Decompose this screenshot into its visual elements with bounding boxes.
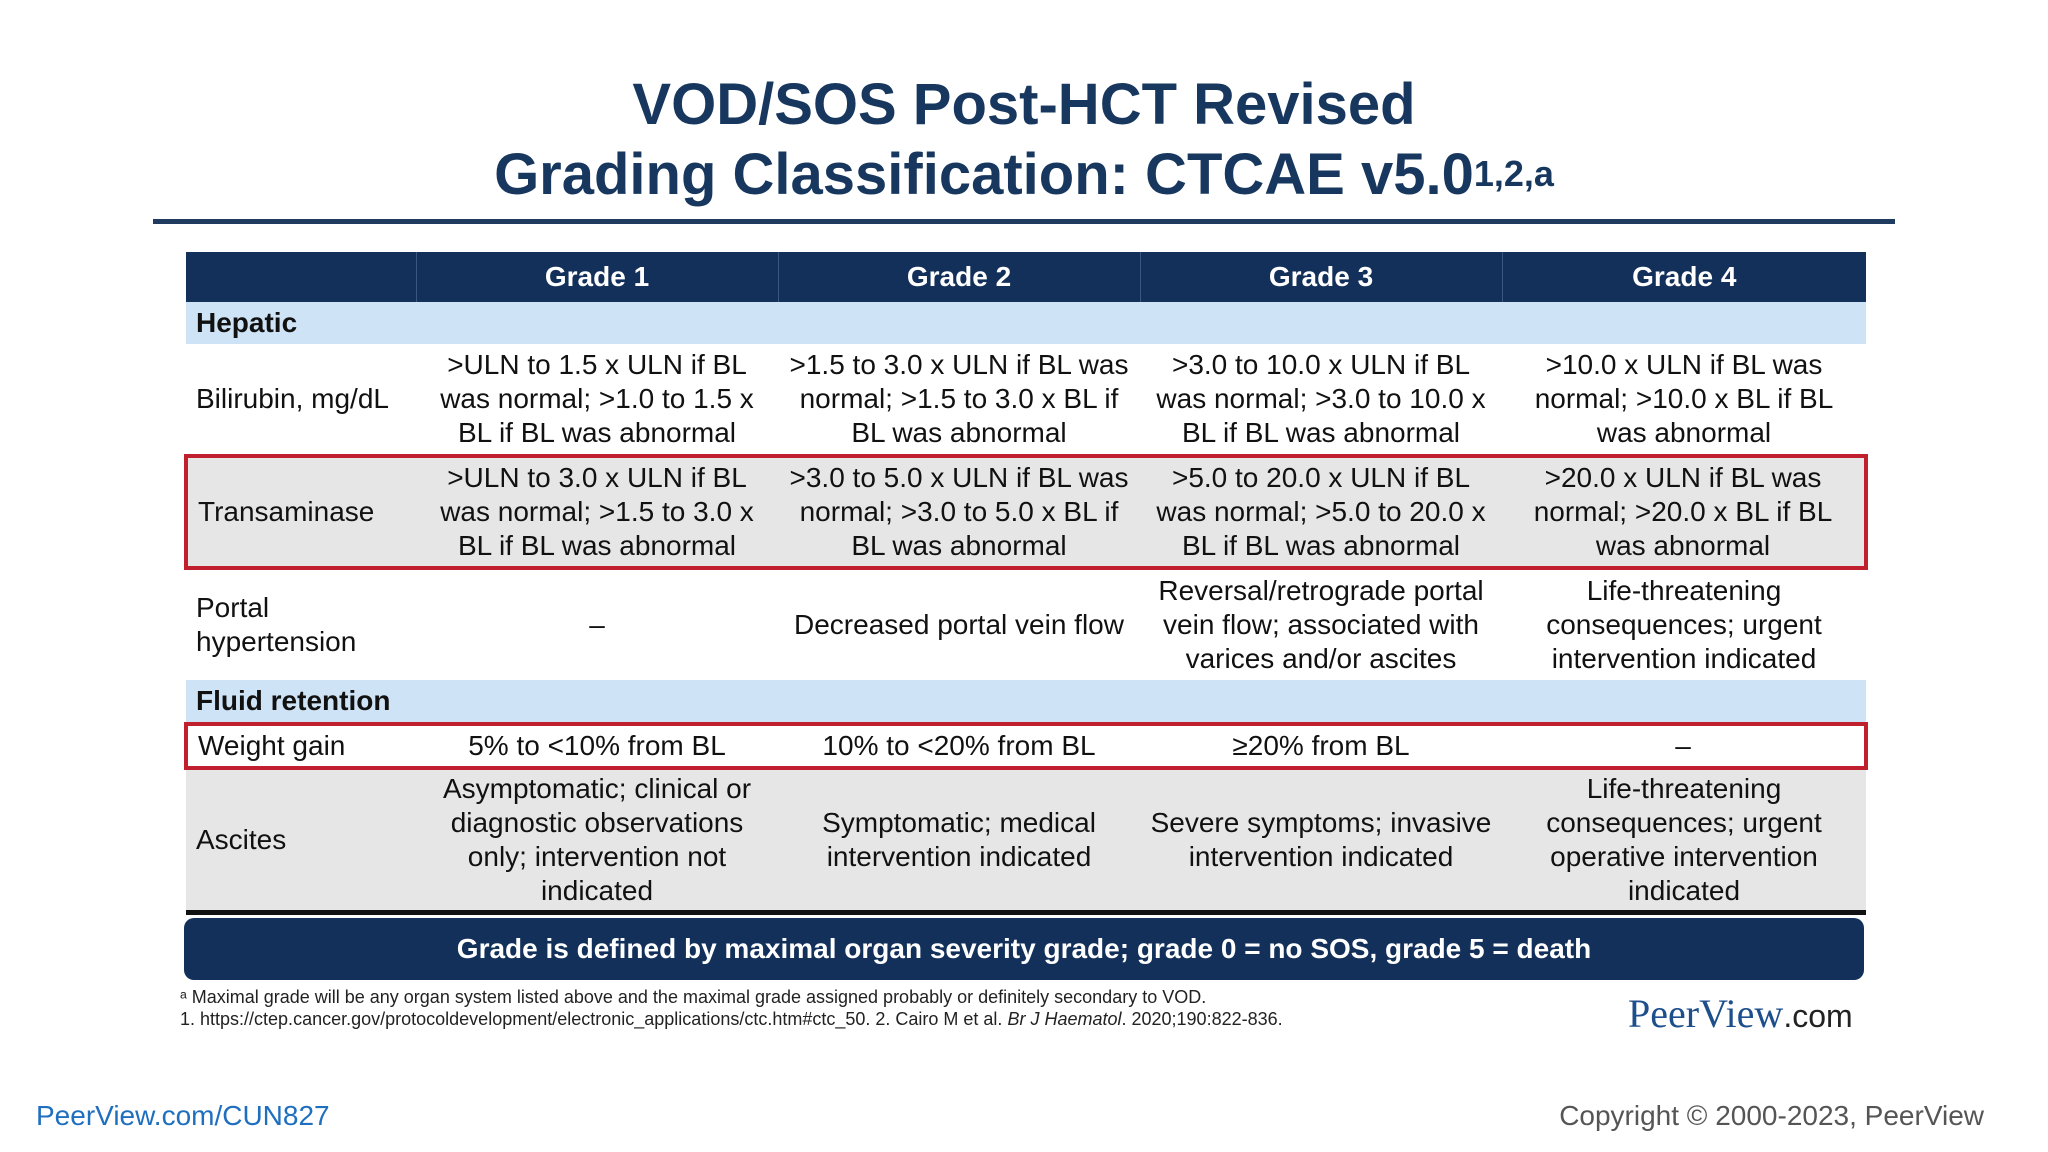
table-cell: >10.0 x ULN if BL was normal; >10.0 x BL… — [1534, 349, 1834, 448]
footer-link[interactable]: PeerView.com/CUN827 — [36, 1100, 330, 1131]
section-fluid-retention: Fluid retention — [186, 680, 1866, 724]
section-hepatic: Hepatic — [186, 302, 1866, 344]
table-cell: >3.0 to 10.0 x ULN if BL was normal; >3.… — [1156, 349, 1486, 448]
footnote-a: ᵃ Maximal grade will be any organ system… — [180, 987, 1207, 1007]
table-cell: Asymptomatic; clinical or diagnostic obs… — [416, 768, 778, 915]
reference-text: 1. https://ctep.cancer.gov/protocoldevel… — [180, 1009, 1008, 1029]
title-line-2: Grading Classification: CTCAE v5.01,2,a — [0, 140, 2048, 217]
table-cell: ≥20% from BL — [1140, 722, 1502, 770]
table-row-bilirubin: Bilirubin, mg/dL >ULN to 1.5 x ULN if BL… — [186, 344, 1866, 456]
table-cell: – — [1502, 722, 1868, 770]
title-line-1: VOD/SOS Post-HCT Revised — [632, 72, 1416, 137]
header-grade-4: Grade 4 — [1501, 252, 1866, 302]
footnote-references: 1. https://ctep.cancer.gov/protocoldevel… — [180, 1008, 1580, 1030]
table-cell: Reversal/retrograde portal vein flow; as… — [1158, 575, 1484, 674]
row-label: Bilirubin, mg/dL — [196, 383, 389, 414]
row-label: Transaminase — [184, 454, 416, 570]
title-superscript: 1,2,a — [1473, 153, 1554, 194]
reference-journal: Br J Haematol — [1007, 1009, 1122, 1029]
table-row-portal-hypertension: Portal hypertension – Decreased portal v… — [186, 568, 1866, 680]
header-cell-label — [186, 252, 416, 302]
footer-copyright: Copyright © 2000-2023, PeerView — [1559, 1100, 1984, 1131]
table-cell: Symptomatic; medical intervention indica… — [778, 768, 1140, 915]
table-header-row: Grade 1 Grade 2 Grade 3 Grade 4 — [186, 252, 1866, 302]
logo-name: PeerView — [1628, 991, 1784, 1036]
table-cell: >20.0 x ULN if BL was normal; >20.0 x BL… — [1502, 454, 1868, 570]
table-cell: >3.0 to 5.0 x ULN if BL was normal; >3.0… — [778, 454, 1140, 570]
table-cell: Life-threatening consequences; urgent in… — [1546, 575, 1822, 674]
table-cell: >5.0 to 20.0 x ULN if BL was normal; >5.… — [1140, 454, 1502, 570]
header-grade-2: Grade 2 — [777, 252, 1140, 302]
header-grade-3: Grade 3 — [1139, 252, 1502, 302]
table-cell: 10% to <20% from BL — [778, 722, 1140, 770]
table-row-transaminase: Transaminase >ULN to 3.0 x ULN if BL was… — [184, 454, 1868, 570]
table-cell: >1.5 to 3.0 x ULN if BL was normal; >1.5… — [789, 349, 1129, 448]
header-grade-1: Grade 1 — [415, 252, 778, 302]
section-label: Fluid retention — [186, 680, 1866, 724]
row-label: Portal hypertension — [196, 592, 357, 657]
table-row-weight-gain: Weight gain 5% to <10% from BL 10% to <2… — [184, 722, 1868, 770]
title-divider — [153, 219, 1895, 224]
footnotes: ᵃ Maximal grade will be any organ system… — [180, 986, 1580, 1030]
peerview-logo: PeerView.com — [1628, 990, 1853, 1037]
logo-suffix: .com — [1783, 998, 1853, 1034]
table-cell: Severe symptoms; invasive intervention i… — [1140, 768, 1502, 915]
table-cell: Decreased portal vein flow — [794, 609, 1124, 640]
table-cell: Life-threatening consequences; urgent op… — [1502, 768, 1866, 915]
table-cell: – — [589, 609, 605, 640]
summary-banner: Grade is defined by maximal organ severi… — [184, 918, 1864, 980]
grading-table: Grade 1 Grade 2 Grade 3 Grade 4 Hepatic … — [184, 252, 1868, 915]
table-cell: >ULN to 1.5 x ULN if BL was normal; >1.0… — [440, 349, 754, 448]
table-cell: >ULN to 3.0 x ULN if BL was normal; >1.5… — [416, 454, 778, 570]
table-cell: 5% to <10% from BL — [416, 722, 778, 770]
section-label: Hepatic — [186, 302, 1866, 344]
table-row-ascites: Ascites Asymptomatic; clinical or diagno… — [186, 768, 1866, 915]
title-line-2-text: Grading Classification: CTCAE v5.0 — [494, 142, 1474, 207]
slide-title: VOD/SOS Post-HCT Revised Grading Classif… — [0, 70, 2048, 217]
reference-details: . 2020;190:822-836. — [1121, 1009, 1283, 1029]
row-label: Ascites — [186, 768, 416, 915]
row-label: Weight gain — [184, 722, 416, 770]
